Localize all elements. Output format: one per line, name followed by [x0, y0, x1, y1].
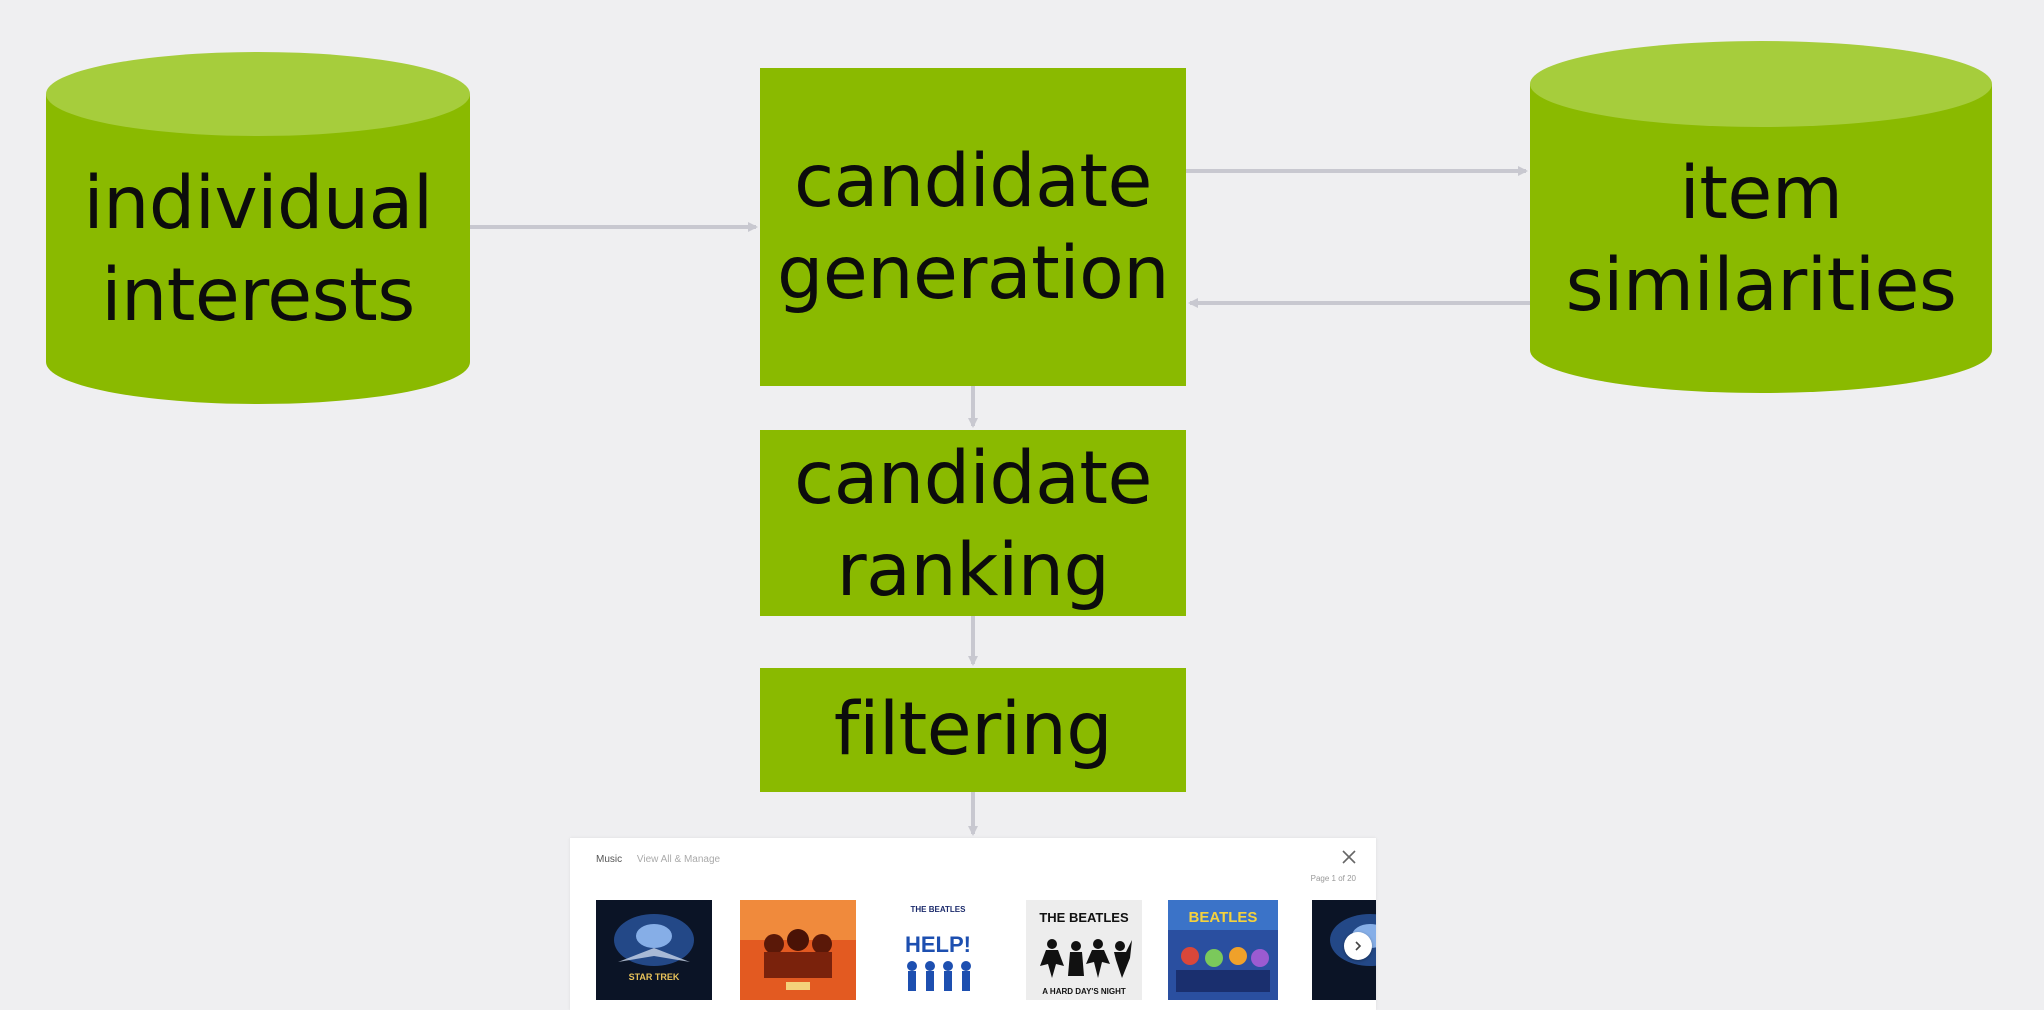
item-similarities-line1: item — [1679, 151, 1843, 236]
album-cover-orange-poster[interactable] — [740, 900, 856, 1000]
close-icon[interactable] — [1340, 848, 1358, 866]
album-cover-help[interactable]: THE BEATLES HELP! — [880, 900, 996, 1000]
candidate-ranking-label: candidate ranking — [760, 432, 1186, 618]
candidate-generation-line1: candidate — [794, 139, 1152, 224]
album-text-help-artist: THE BEATLES — [911, 905, 967, 914]
item-similarities-line2: similarities — [1565, 243, 1957, 328]
music-panel-header: Music View All & Manage — [596, 854, 720, 865]
item-similarities-cylinder — [1530, 41, 1992, 393]
individual-interests-cylinder — [46, 52, 470, 404]
filtering-line1: filtering — [833, 687, 1113, 772]
candidate-ranking-box — [760, 430, 1186, 616]
album-text-hdn-artist: THE BEATLES — [1039, 910, 1129, 925]
album-text-hdn-title: A HARD DAY'S NIGHT — [1042, 987, 1126, 996]
candidate-ranking-line2: ranking — [836, 528, 1110, 613]
filtering-label: filtering — [760, 668, 1186, 792]
candidate-ranking-line1: candidate — [794, 436, 1152, 521]
filtering-box — [760, 668, 1186, 792]
chevron-right-icon — [1355, 941, 1362, 951]
album-cover-magical-mystery[interactable]: BEATLES — [1168, 900, 1278, 1000]
candidate-generation-label: candidate generation — [760, 128, 1186, 328]
album-text-mmt-artist: BEATLES — [1189, 909, 1258, 926]
individual-interests-line2: interests — [101, 253, 415, 338]
page-indicator: Page 1 of 20 — [1310, 874, 1356, 883]
view-all-manage-link[interactable]: View All & Manage — [636, 854, 721, 865]
item-similarities-label: item similarities — [1530, 140, 1992, 340]
individual-interests-label: individual interests — [46, 150, 470, 350]
album-text-star-trek: STAR TREK — [629, 972, 680, 982]
music-panel-title: Music — [596, 854, 623, 865]
album-cover-star-trek[interactable]: STAR TREK — [596, 900, 712, 1000]
music-recommendations-panel: Music View All & Manage Page 1 of 20 STA… — [570, 838, 1376, 1010]
album-cover-hard-days-night[interactable]: THE BEATLES A HARD DAY'S NIGHT — [1026, 900, 1142, 1000]
individual-interests-line1: individual — [83, 161, 433, 246]
album-text-help-title: HELP! — [905, 932, 971, 957]
candidate-generation-box — [760, 68, 1186, 386]
next-page-button[interactable] — [1344, 932, 1372, 960]
candidate-generation-line2: generation — [776, 231, 1170, 316]
